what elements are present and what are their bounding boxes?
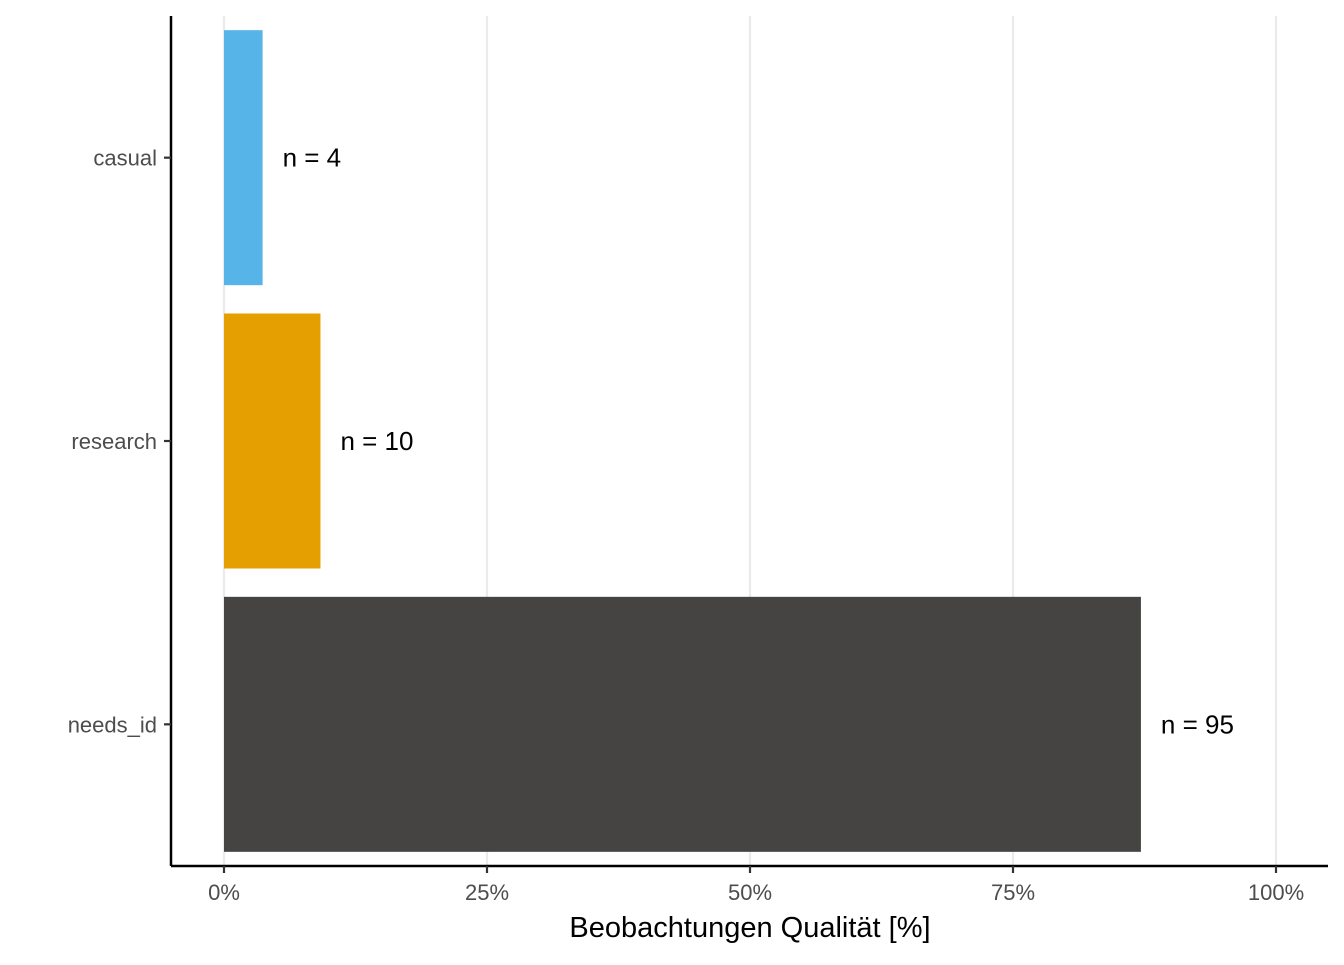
y-tick-label: needs_id xyxy=(68,712,157,737)
bar-layer: n = 4 n = 10 n = 95 xyxy=(224,30,1234,852)
y-tick-label: casual xyxy=(93,146,157,171)
bar-needs_id xyxy=(224,596,1141,852)
x-tick-label: 100% xyxy=(1248,880,1304,905)
x-tick-label: 25% xyxy=(465,880,509,905)
x-tick-label: 75% xyxy=(991,880,1035,905)
x-axis-title: Beobachtungen Qualität [%] xyxy=(569,912,930,944)
y-tick-label: research xyxy=(71,429,157,454)
x-tick-label: 0% xyxy=(208,880,240,905)
bar-data-label: n = 4 xyxy=(283,143,342,173)
bar-data-label: n = 95 xyxy=(1161,709,1234,739)
x-tick-label: 50% xyxy=(728,880,772,905)
bar-data-label: n = 10 xyxy=(340,426,413,456)
axis-layer: casual research needs_id 0% 25% 50% 75% 100% xyxy=(68,16,1328,905)
bar-research xyxy=(224,313,321,569)
bar-casual xyxy=(224,30,263,286)
